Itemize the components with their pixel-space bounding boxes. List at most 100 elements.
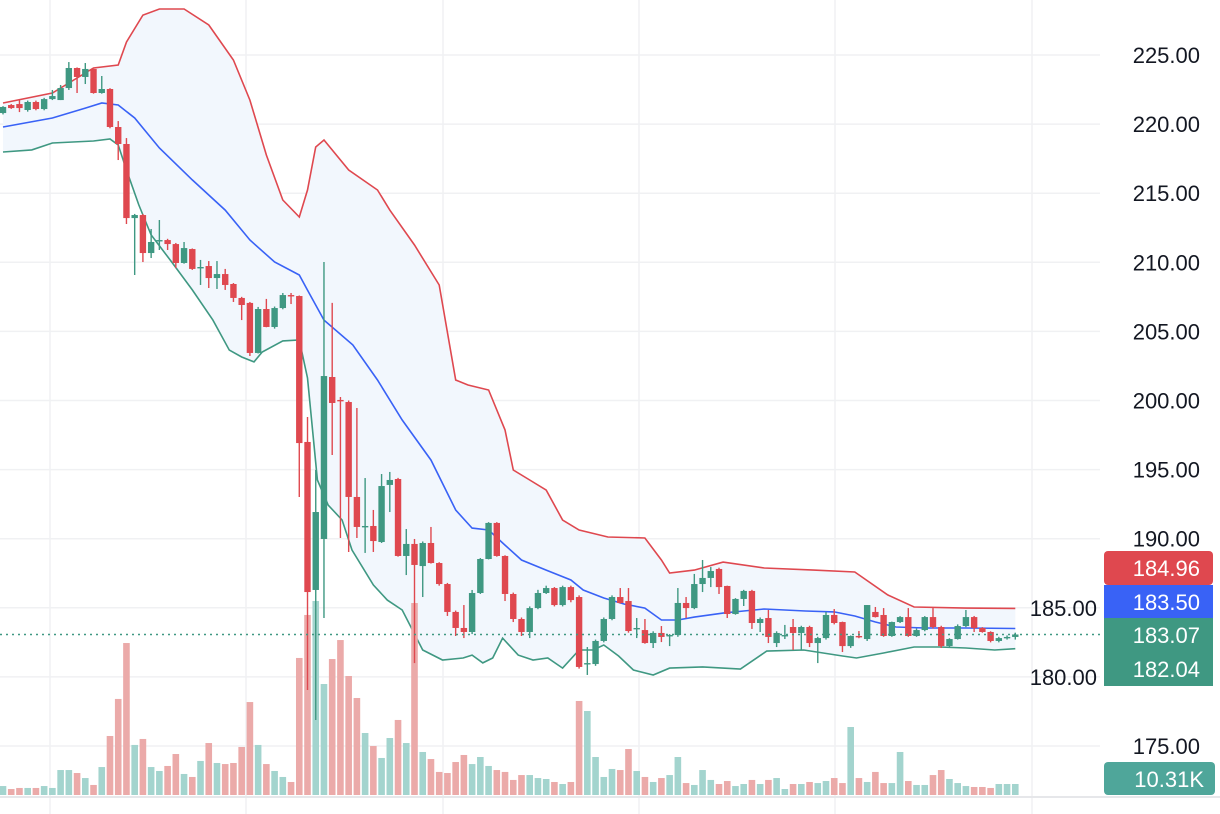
candle <box>403 529 410 576</box>
volume-bar <box>452 762 459 795</box>
volume-bar <box>872 771 879 795</box>
candle-body <box>394 478 402 556</box>
y-tick-label: 190.00 <box>1133 527 1200 552</box>
price-tag: 183.50 <box>1104 585 1213 619</box>
y-tick-label: 220.00 <box>1133 112 1200 137</box>
candle <box>987 631 994 643</box>
middle-band-line <box>2 102 1016 630</box>
candle-body <box>156 240 163 242</box>
candle <box>608 595 616 621</box>
candle <box>938 625 945 649</box>
volume-bar <box>131 744 138 795</box>
candle <box>756 617 764 632</box>
candle-body <box>542 588 550 594</box>
volume-bar <box>0 786 7 795</box>
candle <box>230 283 237 302</box>
upper-band-line <box>2 8 1016 610</box>
y-tick-label: 215.00 <box>1133 181 1200 206</box>
candle-body <box>773 632 780 644</box>
candle-body <box>386 479 394 485</box>
volume-bar <box>789 784 797 795</box>
candle <box>913 628 920 637</box>
candle <box>477 558 484 594</box>
candle <box>798 625 805 650</box>
candle <box>131 213 138 276</box>
price-tag-label: 182.04 <box>1133 657 1200 682</box>
candle <box>880 608 887 637</box>
candle-body <box>238 297 245 306</box>
volume-bar <box>65 770 73 795</box>
volume-bar <box>304 614 311 795</box>
volume-bar <box>98 767 106 795</box>
volume-bar <box>493 770 501 795</box>
candle-body <box>756 618 764 624</box>
volume-bar <box>608 768 616 795</box>
y-tick-label: 180.00 <box>1030 665 1097 690</box>
candle-body <box>831 614 838 624</box>
candle <box>905 608 912 637</box>
candles <box>0 62 1019 721</box>
candle-body <box>674 602 682 636</box>
volume-bar <box>707 779 715 795</box>
volume-bar <box>855 778 863 795</box>
candle <box>139 213 147 263</box>
volume-bar <box>929 775 937 795</box>
price-tag-label: 183.07 <box>1133 623 1200 648</box>
volume-bar <box>559 784 566 795</box>
candle-body <box>493 522 500 556</box>
candle-body <box>32 101 40 110</box>
volume-bar <box>674 757 682 795</box>
volume-bar <box>691 784 698 795</box>
candle-body <box>279 295 287 309</box>
volume-bar <box>337 640 344 795</box>
candle-body <box>378 486 385 543</box>
price-tag-bg <box>1104 652 1213 686</box>
price-axis[interactable]: 225.00 220.00 215.00 210.00 205.00 200.00 195.… <box>1030 43 1200 759</box>
volume-bar <box>748 779 756 795</box>
volume-bar <box>954 783 961 795</box>
candle <box>57 84 64 101</box>
candle-body <box>172 244 180 263</box>
price-tag-bg <box>1104 551 1213 585</box>
candle-body <box>123 144 130 219</box>
candle-body <box>485 522 492 560</box>
candle-body <box>197 266 204 269</box>
candle-body <box>419 542 426 567</box>
candle-body <box>65 67 73 89</box>
candle <box>361 478 369 553</box>
candle <box>370 509 377 552</box>
candle-body <box>312 512 319 590</box>
candle <box>518 617 525 636</box>
candle-body <box>551 588 558 606</box>
candle-body <box>526 608 533 632</box>
candle-body <box>781 635 789 637</box>
candle <box>510 592 517 623</box>
volume-tag-bg <box>1104 762 1215 795</box>
candle <box>929 608 937 629</box>
candle-body <box>863 605 871 640</box>
candle-body <box>131 215 138 219</box>
price-tags: 184.96 183.50 183.07 182.04 10.31K <box>1104 551 1215 795</box>
volume-bar <box>756 784 764 795</box>
candle-body <box>682 602 690 609</box>
candle <box>90 68 97 94</box>
volume-bar <box>880 783 887 795</box>
candle-body <box>921 617 928 631</box>
candle <box>419 541 426 598</box>
volume-bar <box>781 789 789 795</box>
candle <box>337 397 344 539</box>
volume-bar <box>460 754 468 795</box>
candle-body <box>641 630 649 644</box>
volume-bar <box>937 770 945 795</box>
candle <box>287 292 295 305</box>
candle <box>888 621 896 637</box>
candle <box>40 97 48 111</box>
candle-body <box>584 663 591 665</box>
candle <box>575 595 583 669</box>
candle <box>485 522 492 560</box>
candle-body <box>0 106 7 114</box>
volume-bar <box>328 659 336 795</box>
volume-bar <box>822 781 830 795</box>
volume-bar <box>551 781 558 795</box>
